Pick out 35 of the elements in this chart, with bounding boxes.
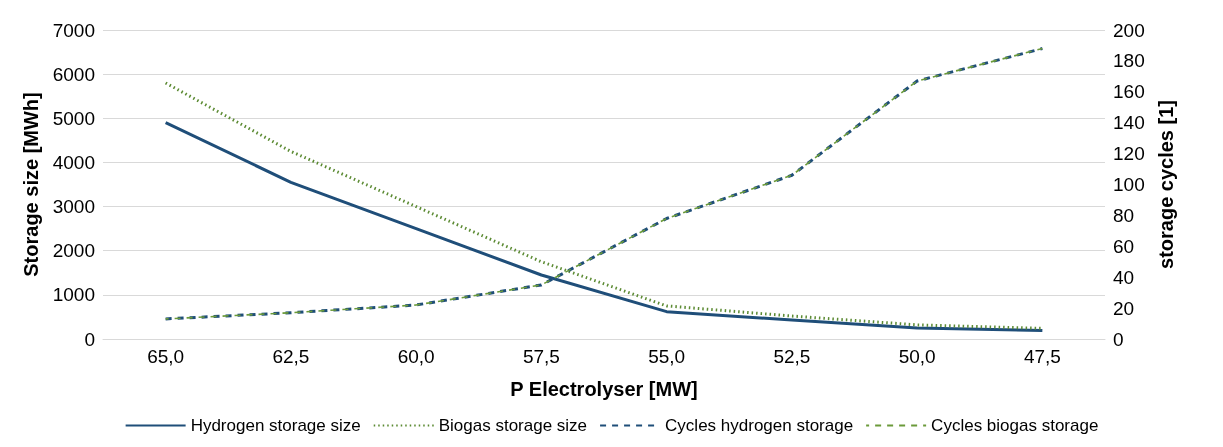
x-tick-label: 52,5 bbox=[773, 346, 811, 367]
x-tick-label: 47,5 bbox=[1023, 346, 1061, 367]
y2-tick-label: 120 bbox=[1113, 143, 1145, 165]
y2-axis-title: storage cycles [1] bbox=[1154, 100, 1177, 269]
x-tick-label: 57,5 bbox=[522, 346, 560, 367]
y2-tick-label: 140 bbox=[1113, 112, 1145, 134]
x-tick-label: 55,0 bbox=[648, 346, 686, 367]
y-tick-label: 7000 bbox=[52, 19, 95, 41]
y2-tick-label: 40 bbox=[1113, 266, 1135, 288]
y-tick-label: 1000 bbox=[52, 284, 95, 306]
x-tick-label: 60,0 bbox=[397, 346, 435, 367]
legend-label: Cycles biogas storage bbox=[931, 416, 1099, 435]
y-tick-label: 6000 bbox=[52, 63, 95, 85]
x-axis-title: P Electrolyser [MW] bbox=[510, 378, 698, 400]
legend-label: Hydrogen storage size bbox=[190, 416, 361, 435]
legend-label: Biogas storage size bbox=[438, 416, 588, 435]
y2-tick-label: 180 bbox=[1113, 50, 1145, 72]
y2-tick-label: 80 bbox=[1113, 204, 1135, 226]
y-axis-title: Storage size [MWh] bbox=[20, 92, 42, 277]
y-tick-label: 0 bbox=[84, 328, 95, 350]
y2-tick-label: 100 bbox=[1113, 174, 1145, 195]
y-tick-label: 5000 bbox=[52, 107, 95, 129]
x-tick-label: 65,0 bbox=[147, 346, 185, 367]
y2-tick-label: 0 bbox=[1113, 328, 1124, 350]
y-tick-label: 2000 bbox=[52, 240, 95, 262]
y2-tick-label: 200 bbox=[1113, 19, 1145, 41]
x-tick-label: 50,0 bbox=[898, 346, 936, 367]
y2-tick-label: 160 bbox=[1113, 81, 1145, 103]
line-series bbox=[164, 81, 1044, 330]
y-tick-label: 4000 bbox=[52, 151, 95, 173]
y-tick-label: 3000 bbox=[52, 196, 95, 218]
x-tick-label: 62,5 bbox=[272, 346, 310, 367]
y2-tick-label: 20 bbox=[1113, 297, 1135, 319]
legend-label: Cycles hydrogen storage bbox=[665, 416, 854, 435]
y2-tick-label: 60 bbox=[1113, 235, 1135, 257]
